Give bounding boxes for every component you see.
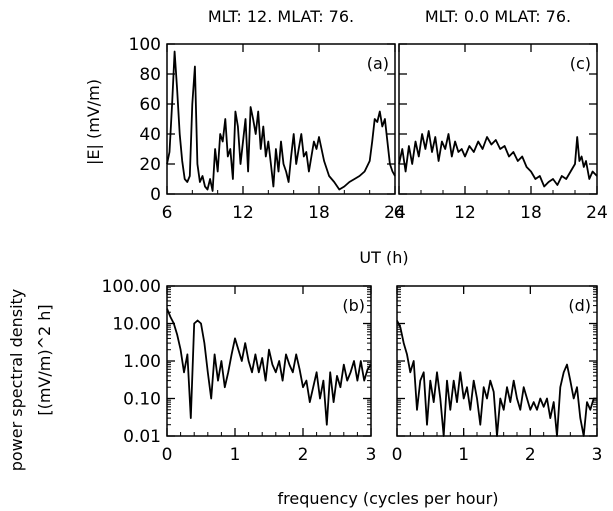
panel-label: (b) [342, 296, 365, 315]
x-tick-label: 6 [394, 203, 405, 223]
x-tick-label: 1 [458, 445, 469, 465]
panel-label: (c) [570, 54, 591, 73]
x-tick-label: 24 [384, 203, 406, 223]
panel-b: (b) 0 1 2 3 0.01 0.10 1.00 10.00 100.00 [102, 277, 377, 465]
plot-frame [166, 285, 372, 437]
y-tick-label: 60 [139, 95, 161, 115]
series-line-b [166, 308, 372, 426]
series-line-c [398, 130, 598, 188]
panel-c: MLT: 0.0 MLAT: 76. (c) 6 12 18 24 [394, 7, 608, 223]
x-tick-label: 18 [308, 203, 330, 223]
series-line-a [166, 50, 396, 192]
xlabel-bottom: frequency (cycles per hour) [278, 489, 499, 508]
x-tick-label: 6 [162, 203, 173, 223]
panel-label: (a) [367, 54, 389, 73]
ylabel-bottom-line1: power spectral density [7, 289, 26, 472]
ylabel-top: |E| (mV/m) [84, 79, 103, 165]
y-tick-label: 20 [139, 155, 161, 175]
plot-frame [166, 43, 396, 195]
panel-a: MLT: 12. MLAT: 76. (a) 6 12 18 24 0 20 40 60 80 100 [129, 7, 406, 223]
y-tick-label: 100 [129, 35, 161, 55]
x-tick-label: 2 [298, 445, 309, 465]
x-tick-label: 3 [592, 445, 603, 465]
x-tick-label: 12 [454, 203, 476, 223]
y-tick-label: 100.00 [102, 277, 161, 297]
y-tick-label: 10.00 [112, 315, 161, 335]
y-tick-label: 0 [150, 185, 161, 205]
panel-d: (d) 0 1 2 3 [392, 285, 603, 465]
x-tick-label: 0 [162, 445, 173, 465]
x-tick-label: 2 [525, 445, 536, 465]
panel-title: MLT: 0.0 MLAT: 76. [425, 7, 571, 26]
ylabel-bottom-line2: [(mV/m)^2 h] [35, 304, 54, 415]
y-tick-label: 80 [139, 65, 161, 85]
series-line-d [396, 320, 597, 437]
x-tick-label: 0 [392, 445, 403, 465]
x-tick-label: 1 [230, 445, 241, 465]
y-tick-label: 1.00 [123, 352, 161, 372]
y-tick-label: 0.10 [123, 390, 161, 410]
panel-title: MLT: 12. MLAT: 76. [208, 7, 354, 26]
x-tick-label: 24 [586, 203, 608, 223]
xlabel-top: UT (h) [359, 248, 408, 267]
x-tick-label: 12 [232, 203, 254, 223]
x-tick-label: 3 [366, 445, 377, 465]
x-tick-label: 18 [520, 203, 542, 223]
y-tick-label: 0.01 [123, 427, 161, 447]
y-tick-label: 40 [139, 125, 161, 145]
panel-label: (d) [568, 296, 591, 315]
plot-frame [398, 43, 598, 195]
